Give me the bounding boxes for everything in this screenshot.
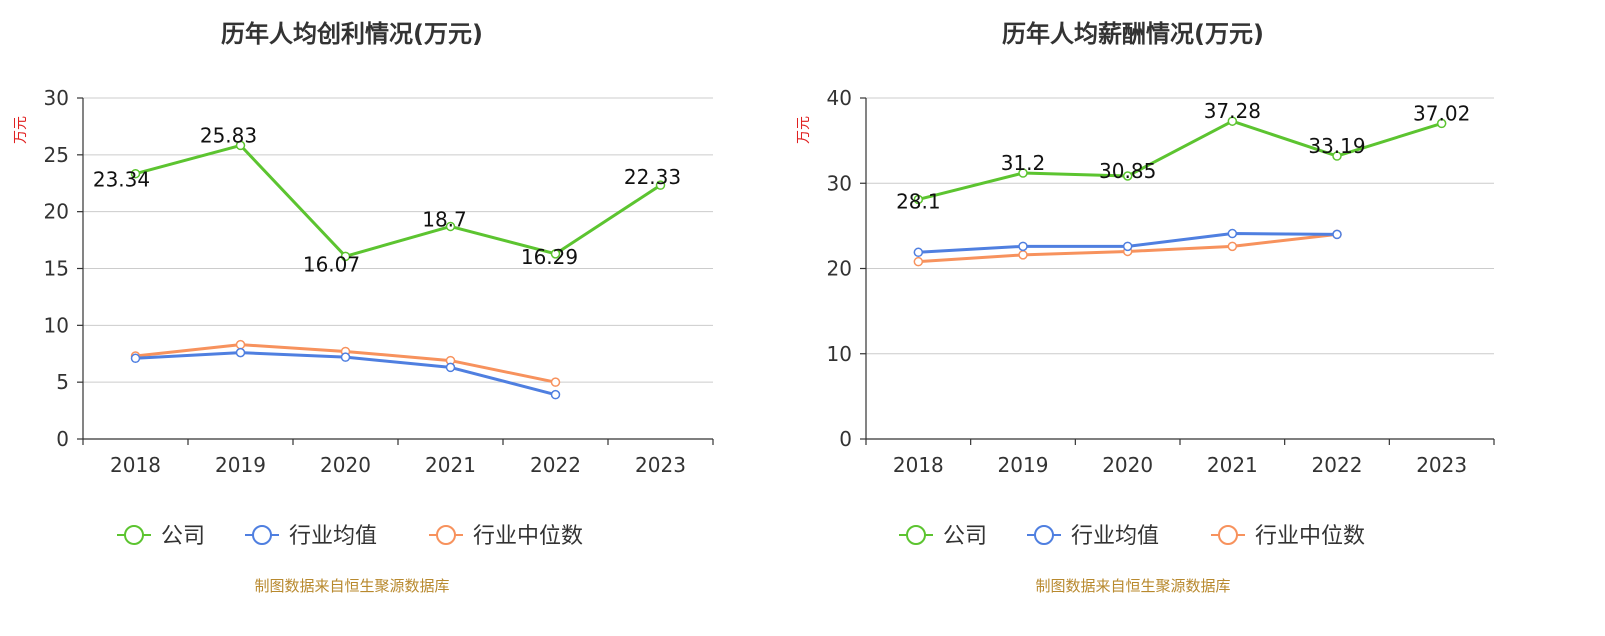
- legend: 公司 行业均值 行业中位数: [899, 524, 1365, 549]
- y-tick-label: 0: [839, 427, 852, 451]
- legend-label: 公司: [943, 524, 987, 549]
- data-point[interactable]: [445, 221, 456, 232]
- data-point[interactable]: [130, 353, 141, 364]
- data-point[interactable]: [445, 362, 456, 373]
- y-tick-label: 10: [827, 342, 852, 366]
- data-label: 16.29: [521, 245, 578, 269]
- data-point[interactable]: [550, 389, 561, 400]
- series-company: 23.34 25.83 16.07 18.7 16.29 22.33: [93, 123, 681, 276]
- legend-label: 行业中位数: [1255, 524, 1365, 549]
- data-point[interactable]: [1018, 250, 1028, 260]
- data-label: 33.19: [1308, 134, 1365, 158]
- legend-label: 行业均值: [289, 524, 377, 549]
- series-company: 28.1 31.2 30.85 37.28 33.19 37.02: [896, 99, 1470, 213]
- data-point[interactable]: [1436, 118, 1447, 129]
- series-line: [135, 143, 662, 258]
- data-label: 28.1: [896, 189, 941, 213]
- x-tick-label: 2023: [1416, 453, 1467, 477]
- source-note: 制图数据来自恒生聚源数据库: [254, 577, 449, 595]
- series-industry-avg: [130, 347, 561, 400]
- data-label: 16.07: [303, 252, 360, 276]
- x-tick-label: 2021: [425, 453, 476, 477]
- x-tick-label: 2022: [530, 453, 581, 477]
- source-note: 制图数据来自恒生聚源数据库: [1035, 577, 1230, 595]
- y-tick-label: 20: [827, 257, 852, 281]
- series-line: [917, 119, 1443, 201]
- y-tick-label: 30: [827, 171, 852, 195]
- data-point[interactable]: [235, 339, 246, 350]
- x-tick-label: 2018: [110, 453, 161, 477]
- x-tick-label: 2018: [893, 453, 944, 477]
- x-tick-label: 2019: [215, 453, 266, 477]
- x-tick-label: 2021: [1207, 453, 1258, 477]
- chart-title: 历年人均创利情况(万元): [221, 20, 483, 48]
- data-point[interactable]: [655, 180, 666, 190]
- chart-panel-1: 历年人均创利情况(万元) 万元 0 5 10 15 20 25 30 2018 2019 2020 20…: [13, 20, 714, 595]
- x-tick-label: 2022: [1312, 453, 1363, 477]
- data-label: 23.34: [93, 168, 150, 192]
- data-point[interactable]: [1122, 241, 1133, 252]
- y-tick-label: 25: [44, 143, 69, 167]
- data-label: 31.2: [1001, 151, 1046, 175]
- legend-label: 行业中位数: [473, 524, 583, 549]
- y-tick-label: 15: [44, 257, 69, 281]
- data-point[interactable]: [340, 352, 351, 362]
- data-label: 22.33: [624, 165, 681, 189]
- legend-swatch-marker: [252, 525, 272, 545]
- legend-swatch-marker: [906, 525, 926, 545]
- data-point[interactable]: [913, 247, 924, 258]
- chart-title: 历年人均薪酬情况(万元): [1002, 20, 1264, 48]
- legend: 公司 行业均值 行业中位数: [117, 524, 583, 549]
- data-label: 18.7: [422, 207, 467, 231]
- legend-item-industry-avg[interactable]: 行业均值: [1027, 524, 1159, 549]
- legend-item-industry-median[interactable]: 行业中位数: [1211, 524, 1365, 549]
- x-tick-label: 2023: [635, 453, 686, 477]
- data-point[interactable]: [913, 256, 924, 267]
- legend-label: 行业均值: [1071, 524, 1159, 549]
- data-point[interactable]: [1332, 151, 1342, 161]
- y-tick-label: 0: [56, 427, 69, 451]
- y-tick-label: 30: [44, 86, 69, 110]
- x-tick-label: 2019: [998, 453, 1049, 477]
- y-axis-unit-label: 万元: [796, 116, 812, 144]
- data-point[interactable]: [1227, 228, 1238, 239]
- data-point[interactable]: [130, 168, 141, 179]
- legend-item-company[interactable]: 公司: [899, 524, 987, 549]
- y-tick-label: 40: [827, 86, 852, 110]
- data-label: 25.83: [200, 123, 257, 147]
- y-tick-label: 5: [56, 370, 69, 394]
- legend-item-company[interactable]: 公司: [117, 524, 205, 549]
- legend-swatch-marker: [1218, 525, 1238, 545]
- data-point[interactable]: [1122, 171, 1133, 181]
- data-point[interactable]: [550, 249, 561, 259]
- x-tick-label: 2020: [320, 453, 371, 477]
- legend-item-industry-avg[interactable]: 行业均值: [245, 524, 377, 549]
- data-point[interactable]: [235, 347, 246, 358]
- data-point[interactable]: [235, 140, 246, 151]
- y-axis-unit-label: 万元: [13, 116, 29, 144]
- legend-label: 公司: [161, 524, 205, 549]
- y-tick-label: 20: [44, 200, 69, 224]
- data-point[interactable]: [1227, 241, 1238, 252]
- data-point[interactable]: [1332, 229, 1342, 240]
- data-label: 30.85: [1099, 159, 1156, 183]
- legend-swatch-marker: [1034, 525, 1054, 545]
- series-industry-avg: [913, 228, 1342, 258]
- y-tick-label: 10: [44, 313, 69, 337]
- data-point[interactable]: [1227, 116, 1238, 126]
- data-point[interactable]: [550, 377, 561, 387]
- data-point[interactable]: [1018, 168, 1028, 178]
- chart-panel-2: 历年人均薪酬情况(万元) 万元 0 10 20 30 40 2018 2019 2020 2021 2…: [796, 20, 1495, 595]
- legend-swatch-marker: [124, 525, 144, 545]
- data-point[interactable]: [1018, 241, 1028, 252]
- data-label: 37.02: [1413, 101, 1470, 125]
- x-tick-label: 2020: [1102, 453, 1153, 477]
- legend-item-industry-median[interactable]: 行业中位数: [429, 524, 583, 549]
- legend-swatch-marker: [436, 525, 456, 545]
- data-point[interactable]: [340, 251, 351, 262]
- data-point[interactable]: [913, 194, 924, 205]
- data-label: 37.28: [1204, 99, 1261, 123]
